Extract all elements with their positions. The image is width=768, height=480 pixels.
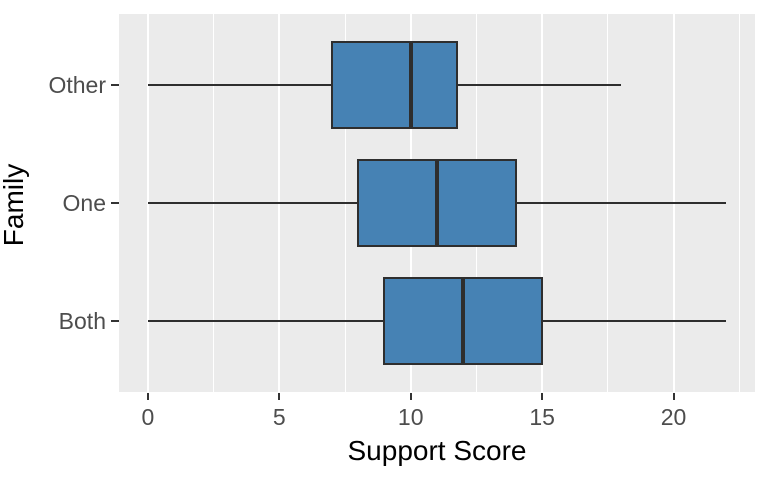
box xyxy=(330,40,458,130)
median-line xyxy=(408,40,413,130)
x-tick-mark xyxy=(409,393,412,400)
y-tick-label: Other xyxy=(48,71,106,98)
median-line xyxy=(461,276,466,366)
x-tick-label: 20 xyxy=(660,404,687,430)
x-tick-label: 15 xyxy=(529,404,555,430)
y-tick-mark xyxy=(111,202,119,204)
plot-panel xyxy=(119,14,755,392)
x-tick-mark xyxy=(278,393,281,400)
y-tick-mark xyxy=(111,320,119,323)
x-axis-title: Support Score xyxy=(347,435,527,466)
x-tick-label: 0 xyxy=(141,404,155,430)
x-tick-mark xyxy=(672,393,675,400)
x-tick-mark xyxy=(146,393,149,400)
gridline-minor xyxy=(738,14,740,392)
x-tick-label: 5 xyxy=(272,404,286,430)
x-tick-mark xyxy=(541,393,544,400)
y-tick-label: One xyxy=(62,190,106,216)
y-tick-mark xyxy=(111,83,119,86)
x-tick-label: 10 xyxy=(397,404,424,430)
y-tick-label: Both xyxy=(58,308,106,335)
median-line xyxy=(435,158,439,248)
